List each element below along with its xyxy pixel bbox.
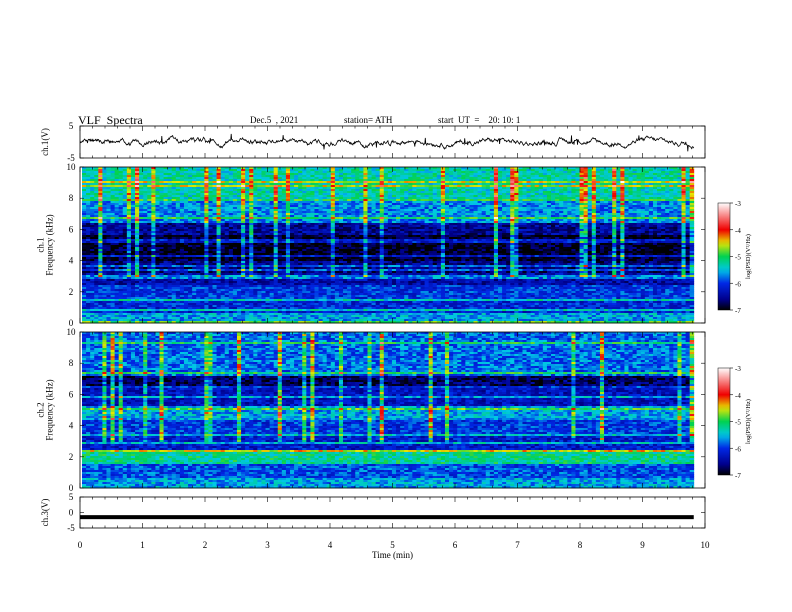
ch1-spectrogram-colorbar	[717, 202, 731, 311]
ch1-spectrogram-ytick-label: 8	[69, 193, 74, 203]
ch2-spectrogram-heatmap	[82, 332, 695, 489]
ch1-waveform-ytick-label: -5	[67, 153, 75, 163]
ch2-spectrogram-colorbar-label: log(PSD)(V²/Hz)	[745, 399, 752, 444]
ch3-waveform-ytick-label: 5	[69, 492, 74, 502]
ch2-spectrogram-ytick-label: 4	[69, 421, 74, 431]
ch1-spectrogram-ylabel: Frequency (kHz)	[45, 214, 55, 275]
ch1-spectrogram-colorbar-tick-label: -3	[735, 200, 741, 208]
x-tick-label: 6	[453, 540, 458, 550]
x-axis-label: Time (min)	[372, 550, 413, 560]
ch1-spectrogram-heatmap	[82, 167, 695, 324]
ch1-spectrogram-ytick-label: 10	[67, 162, 77, 172]
ch2-spectrogram-colorbar-tick-label: -7	[735, 472, 741, 480]
ch2-spectrogram-colorbar	[717, 367, 731, 476]
ch2-spectrogram-ytick-label: 8	[69, 358, 74, 368]
ch3-waveform-ytick-label: 0	[69, 508, 74, 518]
ch1-waveform-trace	[79, 133, 695, 152]
x-tick-label: 5	[390, 540, 395, 550]
ch2-spectrogram-colorbar-tick-label: -4	[735, 392, 741, 400]
ch1-spectrogram-ytick-label: 4	[69, 256, 74, 266]
ch1-waveform-ytick-label: 5	[69, 121, 74, 131]
x-tick-label: 8	[578, 540, 583, 550]
ch2-spectrogram-colorbar-tick-label: -5	[735, 419, 741, 427]
x-tick-label: 3	[265, 540, 270, 550]
ch1-spectrogram-colorbar-tick-label: -6	[735, 280, 741, 288]
ch2-spectrogram-ytick-label: 0	[69, 483, 74, 493]
ch1-spectrogram-ytick-label: 6	[69, 224, 74, 234]
x-tick-label: 10	[701, 540, 711, 550]
ch3-waveform-ylabel: ch.3(V)	[40, 499, 50, 527]
ch2-spectrogram-ytick-label: 6	[69, 389, 74, 399]
x-tick-label: 0	[78, 540, 83, 550]
ch3-waveform-ytick-label: -5	[67, 523, 75, 533]
station-label: station= ATH	[344, 115, 392, 125]
chart-title: VLF Spectra	[78, 113, 143, 128]
ch1-spectrogram-ytick-label: 0	[69, 318, 74, 328]
start-time-label: start UT = 20: 10: 1	[438, 115, 520, 125]
date-label: Dec.5 , 2021	[250, 115, 298, 125]
x-tick-label: 7	[515, 540, 520, 550]
ch1-spectrogram-colorbar-tick-label: -5	[735, 254, 741, 262]
ch2-spectrogram-ylabel: Frequency (kHz)	[45, 379, 55, 440]
ch1-spectrogram-colorbar-tick-label: -4	[735, 227, 741, 235]
ch1-spectrogram-ytick-label: 2	[69, 287, 74, 297]
ch1-spectrogram-ylabel: ch.1	[36, 237, 46, 252]
x-tick-label: 9	[640, 540, 645, 550]
x-tick-label: 1	[140, 540, 145, 550]
ch1-spectrogram-colorbar-label: log(PSD)(V²/Hz)	[745, 234, 752, 279]
ch1-waveform-ylabel: ch.1(V)	[40, 128, 50, 156]
ch2-spectrogram-ytick-label: 2	[69, 452, 74, 462]
ch2-spectrogram-ytick-label: 10	[67, 327, 77, 337]
ch1-spectrogram-colorbar-tick-label: -7	[735, 307, 741, 315]
x-tick-label: 2	[203, 540, 208, 550]
ch2-spectrogram-colorbar-tick-label: -3	[735, 365, 741, 373]
ch2-spectrogram-colorbar-tick-label: -6	[735, 445, 741, 453]
ch2-spectrogram-ylabel: ch.2	[36, 402, 46, 417]
x-tick-label: 4	[328, 540, 333, 550]
ch3-waveform-trace	[80, 515, 694, 520]
